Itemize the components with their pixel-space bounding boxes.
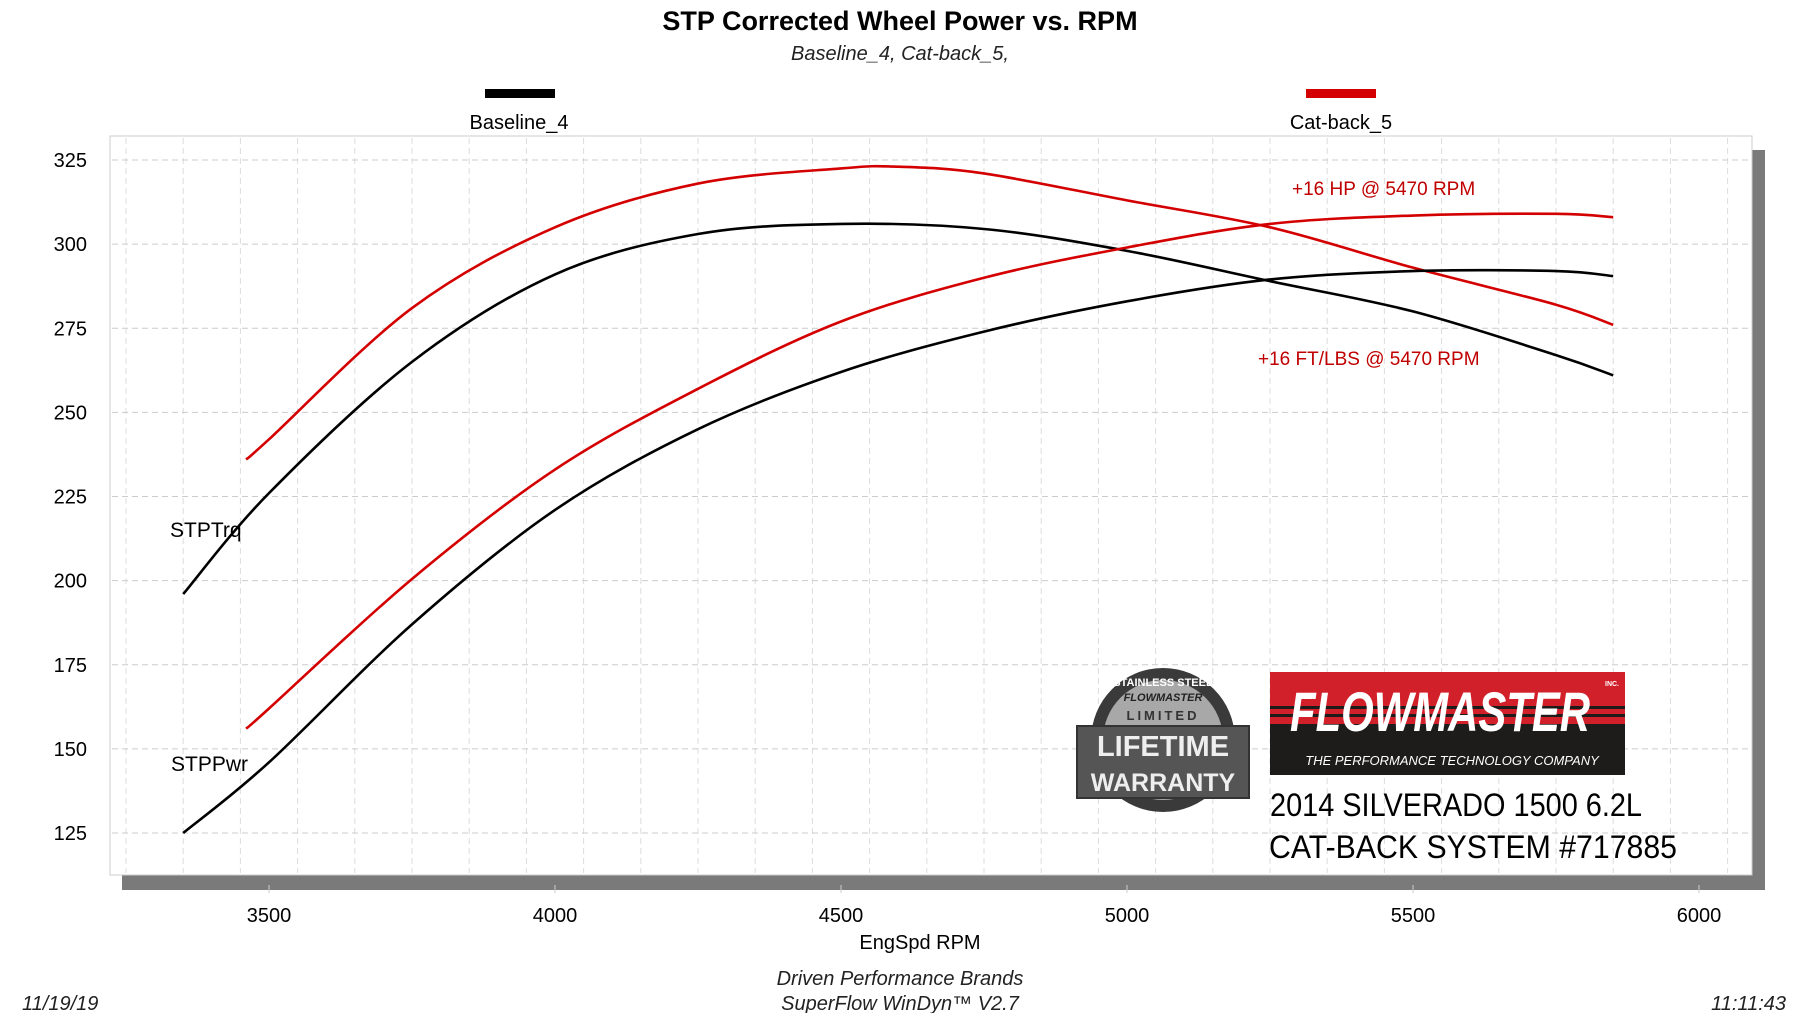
legend-swatch-baseline <box>485 89 555 98</box>
badge-brand: FLOWMASTER <box>1124 692 1203 704</box>
badge-warranty: WARRANTY <box>1091 769 1236 797</box>
y-tick-label: 250 <box>54 402 87 424</box>
y-tick-label: 175 <box>54 655 87 677</box>
x-tick-label: 6000 <box>1677 905 1722 927</box>
footer-software: SuperFlow WinDyn™ V2.7 <box>781 993 1020 1013</box>
series-line-cat-back-5-3 <box>245 212 1614 730</box>
x-tick-label: 4000 <box>533 905 578 927</box>
logo-tagline: THE PERFORMANCE TECHNOLOGY COMPANY <box>1305 753 1600 768</box>
y-tick-label: 125 <box>54 823 87 845</box>
x-tick-label: 4500 <box>819 905 864 927</box>
curve-label-torque: STPTrq <box>170 519 242 542</box>
x-axis: 3500 4000 4500 5000 5500 6000 <box>247 885 1722 927</box>
badge-lifetime: LIFETIME <box>1097 731 1229 763</box>
series-line-baseline-4-0 <box>182 222 1614 595</box>
vehicle-text: 2014 SILVERADO 1500 6.2L <box>1270 787 1642 823</box>
y-tick-label: 150 <box>54 739 87 761</box>
flowmaster-logo: FLOWMASTER INC. THE PERFORMANCE TECHNOLO… <box>1270 672 1625 775</box>
legend: Baseline_4 Cat-back_5 <box>470 89 1392 134</box>
footer-time: 11:11:43 <box>1711 993 1786 1013</box>
y-axis: 125 150 175 200 225 250 275 300 325 <box>54 150 87 845</box>
x-tick-label: 5000 <box>1105 905 1150 927</box>
series-line-cat-back-5-1 <box>245 164 1614 461</box>
product-text: CAT-BACK SYSTEM #717885 <box>1269 829 1677 865</box>
curve-label-power: STPPwr <box>171 753 248 776</box>
annotation-torque-gain: +16 FT/LBS @ 5470 RPM <box>1258 349 1480 370</box>
x-tick-label: 5500 <box>1391 905 1436 927</box>
y-tick-label: 300 <box>54 234 87 256</box>
legend-label-baseline: Baseline_4 <box>470 112 569 134</box>
footer-company: Driven Performance Brands <box>777 968 1024 990</box>
series-group <box>182 164 1614 835</box>
y-tick-label: 325 <box>54 150 87 172</box>
y-tick-label: 200 <box>54 571 87 593</box>
x-tick-label: 3500 <box>247 905 292 927</box>
y-tick-label: 275 <box>54 318 87 340</box>
series-line-baseline-4-2 <box>182 268 1614 835</box>
logo-wordmark: FLOWMASTER <box>1290 680 1590 743</box>
footer-date: 11/19/19 <box>22 993 98 1013</box>
legend-swatch-catback <box>1306 89 1376 98</box>
badge-limited: LIMITED <box>1127 708 1200 723</box>
x-axis-label: EngSpd RPM <box>859 932 980 954</box>
badge-top-text: STAINLESS STEEL <box>1113 677 1213 689</box>
chart-subtitle: Baseline_4, Cat-back_5, <box>791 43 1009 65</box>
warranty-badge-logo: STAINLESS STEEL FLOWMASTER LIMITED LIFET… <box>1076 668 1250 812</box>
y-tick-label: 225 <box>54 487 87 509</box>
logo-inc: INC. <box>1605 681 1619 688</box>
chart-title: STP Corrected Wheel Power vs. RPM <box>662 6 1137 36</box>
legend-label-catback: Cat-back_5 <box>1290 112 1392 134</box>
annotation-hp-gain: +16 HP @ 5470 RPM <box>1292 179 1475 200</box>
